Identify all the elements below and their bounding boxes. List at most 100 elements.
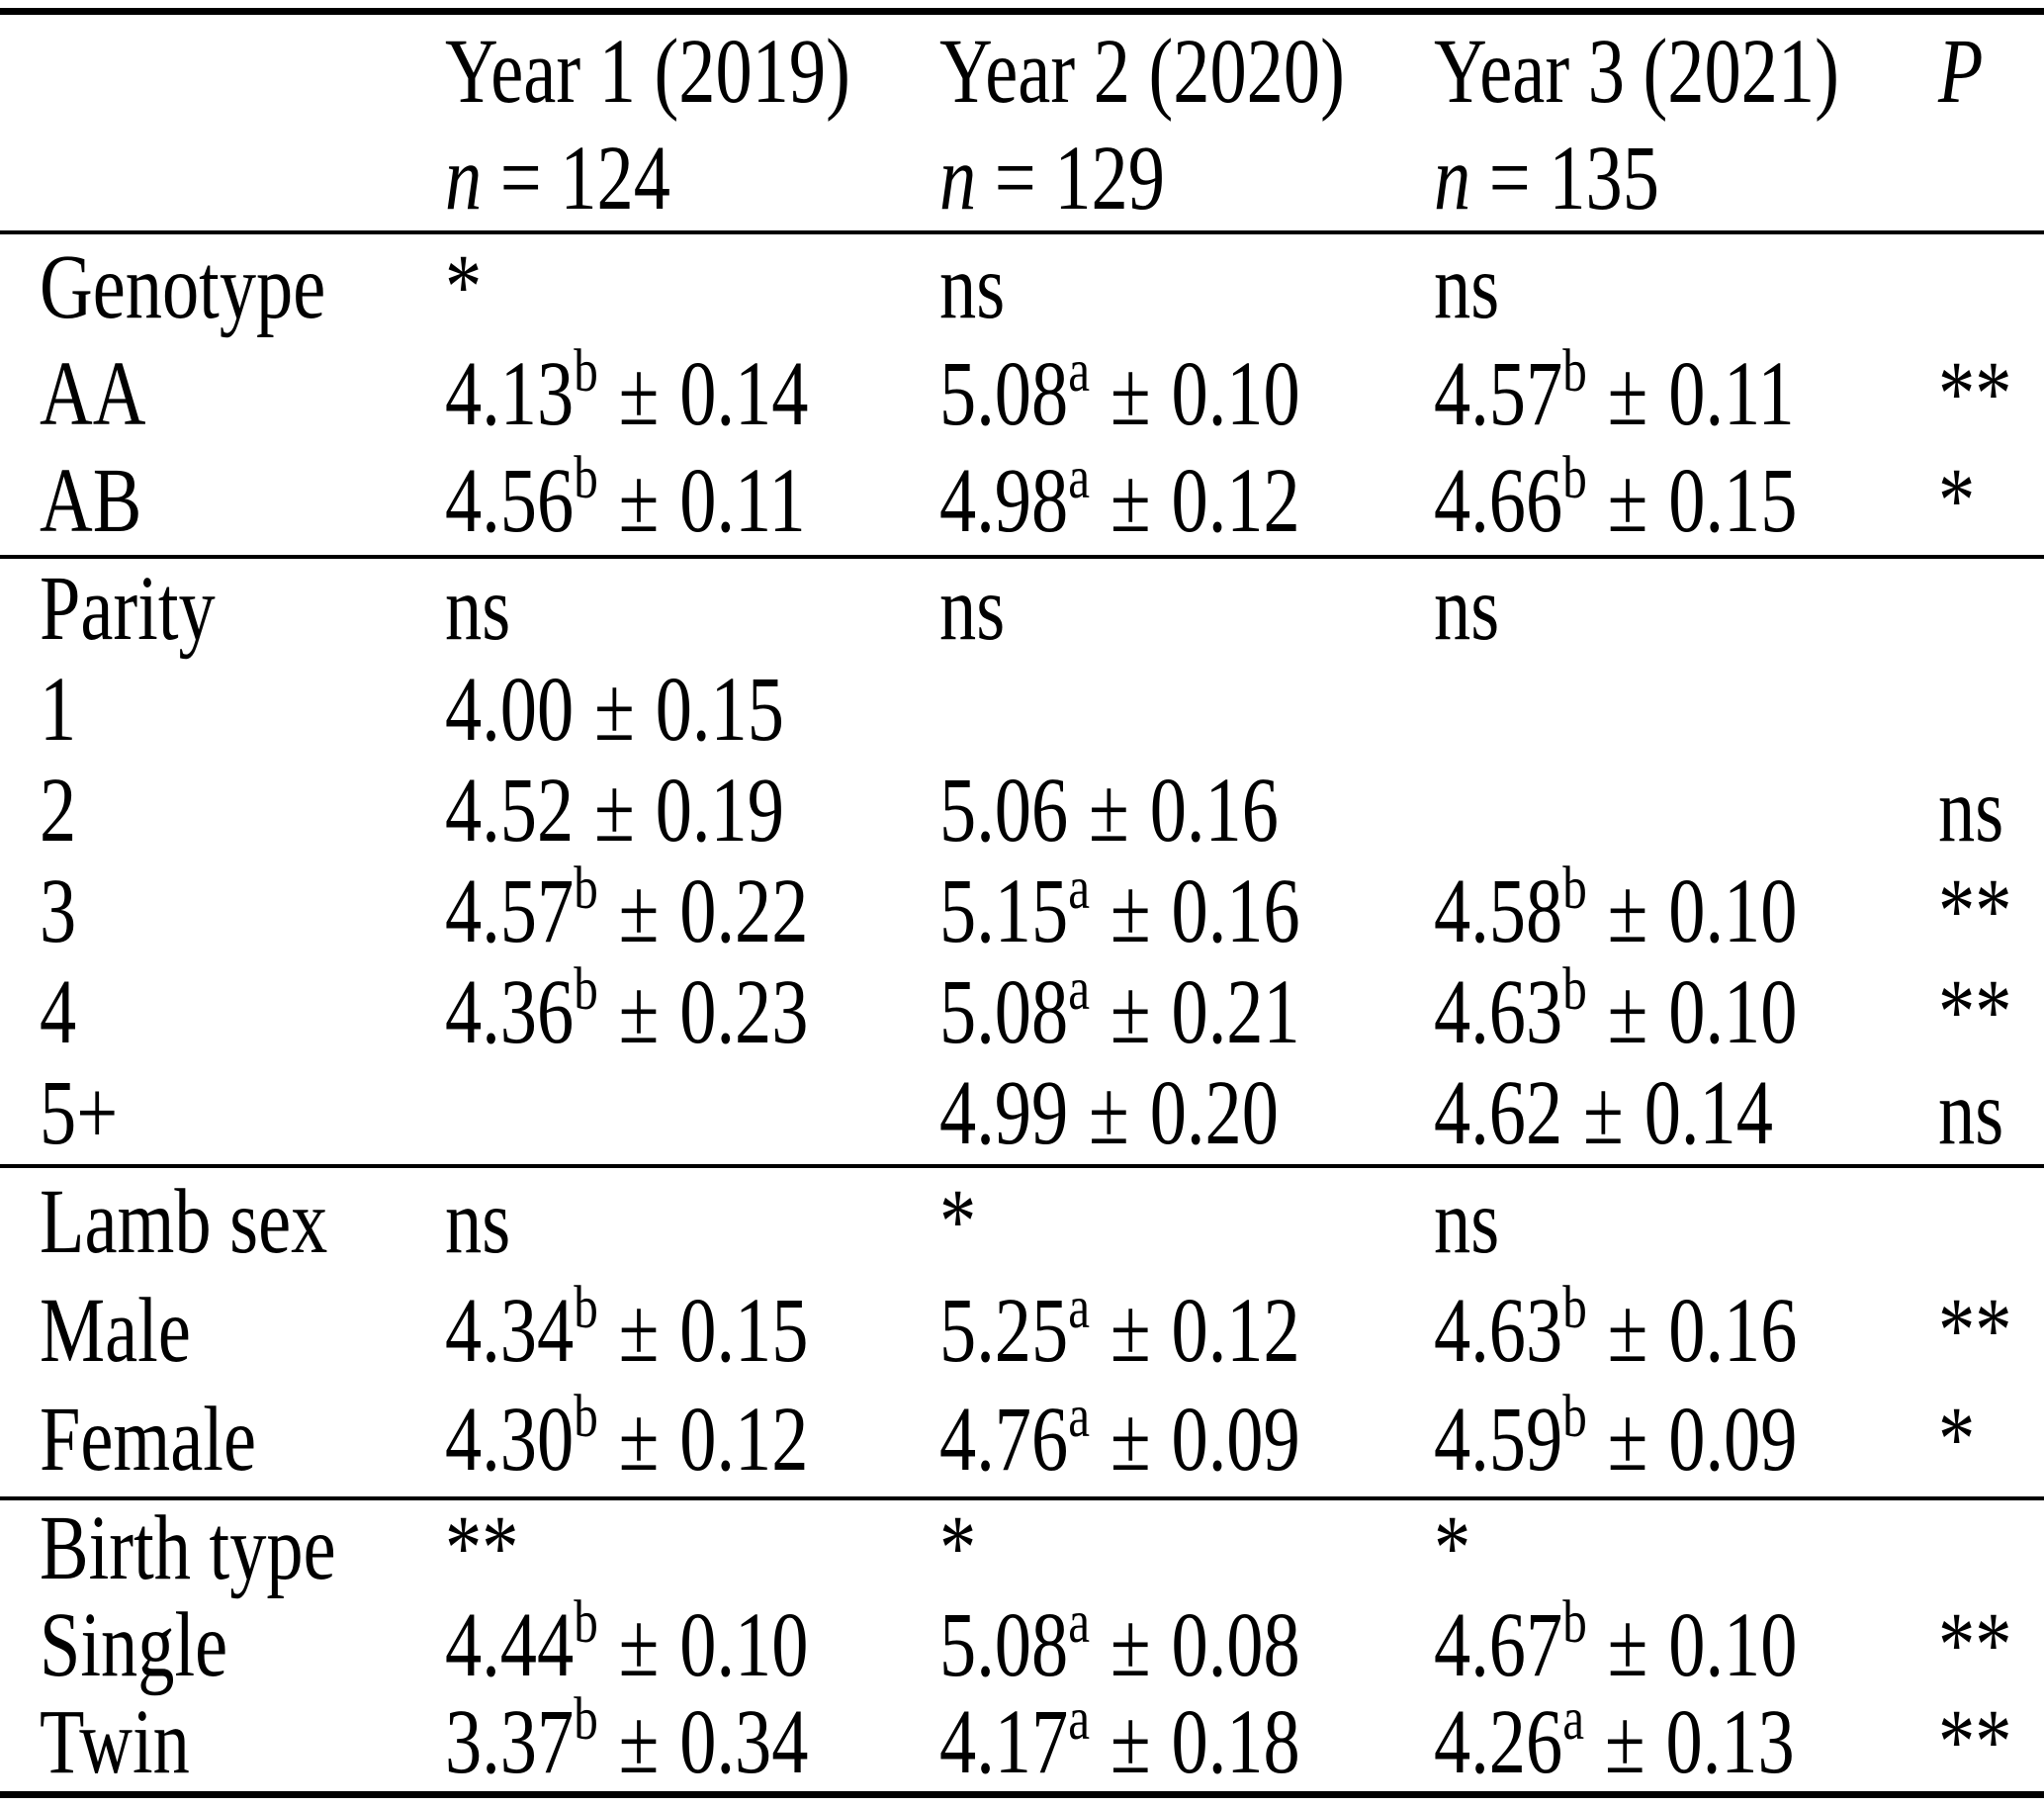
p-value-cell: ** bbox=[1938, 341, 2044, 448]
std-error-value: 0.23 bbox=[679, 961, 809, 1063]
cell-text: 4.13b ±0.14 bbox=[445, 341, 808, 448]
row-label: Parity bbox=[40, 558, 216, 660]
row-label-cell: Single bbox=[40, 1597, 445, 1694]
std-error-value: 0.10 bbox=[1668, 961, 1798, 1063]
plus-minus-sign: ± bbox=[1110, 450, 1151, 552]
plus-minus-sign: ± bbox=[1110, 1594, 1151, 1696]
p-value: ** bbox=[1938, 1280, 2012, 1382]
value-cell: 4.59b ±0.09 bbox=[1434, 1386, 1938, 1494]
cell-text: 4.34b ±0.15 bbox=[445, 1277, 808, 1386]
superscript: a bbox=[1068, 855, 1090, 923]
value-cell: 4.44b ±0.10 bbox=[445, 1592, 939, 1696]
row-label-cell: Twin bbox=[40, 1694, 445, 1791]
cell-text: 4.17a ±0.18 bbox=[939, 1689, 1300, 1793]
p-value: * bbox=[1938, 450, 1976, 552]
value-cell: 4.66b ±0.15 bbox=[1434, 448, 1938, 555]
table-rule-mid-3 bbox=[0, 1496, 2044, 1500]
plus-minus-sign: ± bbox=[618, 1389, 660, 1491]
plus-minus-sign: ± bbox=[1110, 860, 1151, 962]
cell-text: * bbox=[939, 1171, 977, 1273]
mean-value: 4.98 bbox=[939, 450, 1069, 552]
std-error-value: 0.16 bbox=[1149, 760, 1279, 861]
value-cell: 5.08a ±0.21 bbox=[939, 959, 1434, 1063]
mean-value: 4.62 bbox=[1434, 1062, 1563, 1164]
plus-minus-sign: ± bbox=[1110, 1691, 1151, 1793]
value-cell: 3.37b ±0.34 bbox=[445, 1689, 939, 1791]
superscript: b bbox=[1562, 955, 1587, 1024]
p-value-cell bbox=[1938, 559, 2044, 660]
table-row: AA 4.13b ±0.14 5.08a ±0.10 4.57b ±0.11 ** bbox=[0, 341, 2044, 448]
plus-minus-sign: ± bbox=[1583, 1062, 1624, 1164]
table-row: Single 4.44b ±0.10 5.08a ±0.08 4.67b ±0.10 ** bbox=[0, 1592, 2044, 1696]
std-error-value: 0.10 bbox=[679, 1594, 809, 1696]
row-label: Male bbox=[40, 1280, 191, 1382]
cell-text: * bbox=[1434, 1497, 1471, 1599]
plus-minus-sign: ± bbox=[1607, 1280, 1648, 1382]
table-row: 1 4.00 ±0.15 bbox=[0, 660, 2044, 761]
cell-text: 5.08a ±0.21 bbox=[939, 959, 1300, 1063]
superscript: b bbox=[1562, 1383, 1587, 1451]
p-value: ns bbox=[1938, 1062, 2004, 1164]
section-parity: Parity ns ns ns 1 4.00 ±0.15 2 4.52 ±0.19 5.06 ±0.1… bbox=[0, 559, 2044, 1164]
superscript: a bbox=[1068, 444, 1090, 512]
cell-text: 4.30b ±0.12 bbox=[445, 1386, 808, 1494]
superscript: b bbox=[574, 1274, 598, 1342]
mean-value: 4.58 bbox=[1434, 860, 1563, 962]
value-cell: 4.34b ±0.15 bbox=[445, 1277, 939, 1386]
table-row: Lamb sex ns * ns bbox=[0, 1168, 2044, 1277]
std-error-value: 0.19 bbox=[655, 760, 784, 861]
p-value-cell bbox=[1938, 1500, 2044, 1597]
plus-minus-sign: ± bbox=[618, 1280, 660, 1382]
superscript: b bbox=[574, 1588, 598, 1657]
cell-text: 4.76a ±0.09 bbox=[939, 1386, 1300, 1494]
p-value-cell bbox=[1938, 1168, 2044, 1277]
cell-text: 5.06 ±0.16 bbox=[939, 761, 1279, 861]
table-rule-mid-2 bbox=[0, 1164, 2044, 1168]
value-cell: 4.36b ±0.23 bbox=[445, 959, 939, 1063]
superscript: a bbox=[1068, 1588, 1090, 1657]
cell-text: ns bbox=[1434, 558, 1500, 660]
mean-value: 4.26 bbox=[1434, 1691, 1563, 1793]
value-cell bbox=[1434, 660, 1938, 761]
superscript: a bbox=[1068, 337, 1090, 406]
superscript: a bbox=[1068, 955, 1090, 1024]
plus-minus-sign: ± bbox=[1110, 343, 1151, 445]
superscript: a bbox=[1562, 1685, 1584, 1754]
value-cell: 5.08a ±0.08 bbox=[939, 1592, 1434, 1696]
value-cell: 4.57b ±0.22 bbox=[445, 859, 939, 962]
value-cell: 4.56b ±0.11 bbox=[445, 448, 939, 555]
significance-cell: ** bbox=[445, 1500, 939, 1597]
std-error-value: 0.12 bbox=[1171, 450, 1300, 552]
cell-text: 4.98a ±0.12 bbox=[939, 448, 1300, 555]
p-value-cell: ** bbox=[1938, 1277, 2044, 1386]
significance-cell: ns bbox=[939, 559, 1434, 660]
superscript: b bbox=[1562, 444, 1587, 512]
mean-value: 4.57 bbox=[445, 860, 575, 962]
row-label-cell: 2 bbox=[40, 761, 445, 861]
value-cell: 4.58b ±0.10 bbox=[1434, 859, 1938, 962]
cell-text: 4.57b ±0.11 bbox=[1434, 341, 1795, 448]
mean-value: 4.56 bbox=[445, 450, 575, 552]
cell-text: 4.26a ±0.13 bbox=[1434, 1689, 1795, 1793]
cell-text: * bbox=[445, 236, 483, 338]
significance-cell: ns bbox=[1434, 1168, 1938, 1277]
mean-value: 5.15 bbox=[939, 860, 1069, 962]
table-rule-bottom bbox=[0, 1791, 2044, 1798]
cell-text: 4.58b ±0.10 bbox=[1434, 859, 1797, 962]
plus-minus-sign: ± bbox=[1607, 860, 1648, 962]
cell-text: 4.62 ±0.14 bbox=[1434, 1063, 1773, 1164]
section-lamb-sex: Lamb sex ns * ns Male 4.34b ±0.15 5.25a ±0.12 4.6… bbox=[0, 1168, 2044, 1496]
value-cell: 5.08a ±0.10 bbox=[939, 341, 1434, 448]
superscript: b bbox=[1562, 855, 1587, 923]
table-rule-header bbox=[0, 230, 2044, 234]
superscript: a bbox=[1068, 1274, 1090, 1342]
p-value-cell: ** bbox=[1938, 1694, 2044, 1791]
row-label-cell: Parity bbox=[40, 559, 445, 660]
table-row: Birth type ** * * bbox=[0, 1500, 2044, 1597]
plus-minus-sign: ± bbox=[594, 760, 635, 861]
row-label: 5+ bbox=[40, 1062, 119, 1164]
table-row: 5+ 4.99 ±0.20 4.62 ±0.14 ns bbox=[0, 1063, 2044, 1164]
std-error-value: 0.18 bbox=[1171, 1691, 1300, 1793]
p-value: ** bbox=[1938, 343, 2012, 445]
value-cell: 5.25a ±0.12 bbox=[939, 1277, 1434, 1386]
